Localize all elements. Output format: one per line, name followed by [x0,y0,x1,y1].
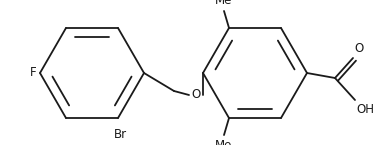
Text: F: F [29,67,36,79]
Text: O: O [191,88,200,102]
Text: Me: Me [215,139,233,145]
Text: OH: OH [356,103,374,116]
Text: Me: Me [215,0,233,7]
Text: O: O [354,42,363,55]
Text: Br: Br [113,128,127,141]
